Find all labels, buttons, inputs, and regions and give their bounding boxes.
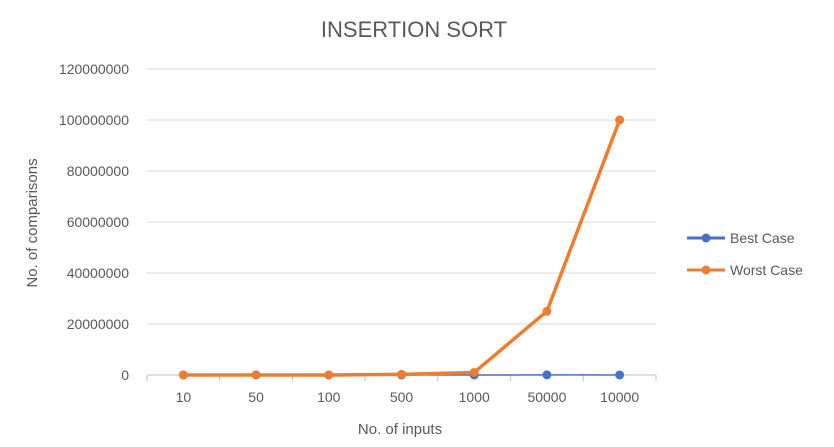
x-tick-label-2: 100 [317,389,341,405]
y-tick-label-4: 80000000 [67,163,130,179]
legend-label-1: Worst Case [730,262,803,278]
gridlines [147,68,656,325]
x-tick-label-5: 50000 [527,389,566,405]
data-point-1-0 [178,370,188,380]
y-tick-label-5: 100000000 [59,112,129,128]
x-axis-ticks: 10 50 100 500 1000 50000 10000 [176,389,640,405]
data-point-1-6 [615,115,625,125]
y-tick-label-6: 120000000 [59,61,129,77]
legend: Best Case Worst Case [687,230,803,278]
legend-marker-0 [701,233,711,243]
chart-title: INSERTION SORT [321,17,507,42]
y-tick-label-2: 40000000 [67,265,130,281]
x-tick-label-6: 10000 [600,389,639,405]
legend-label-0: Best Case [730,230,795,246]
legend-marker-1 [701,265,711,275]
data-point-1-3 [397,369,406,379]
series-group [178,115,625,380]
x-tick-label-0: 10 [176,389,192,405]
y-tick-label-3: 60000000 [67,214,130,230]
data-point-1-4 [469,367,479,377]
data-point-1-1 [251,370,261,380]
x-tick-label-3: 500 [390,389,414,405]
data-point-0-5 [542,370,552,380]
y-tick-label-1: 20000000 [67,316,130,332]
y-axis-ticks: 0 20000000 40000000 60000000 80000000 1000000… [59,61,129,383]
data-point-1-2 [324,370,334,380]
series-line-1 [181,118,622,377]
data-point-1-5 [542,306,552,316]
y-tick-label-0: 0 [121,367,129,383]
data-point-0-6 [615,370,625,380]
x-axis-title: No. of inputs [358,421,442,438]
x-tick-label-4: 1000 [459,389,490,405]
y-axis-title: No. of comparisons [24,158,41,287]
x-tick-label-1: 50 [248,389,264,405]
